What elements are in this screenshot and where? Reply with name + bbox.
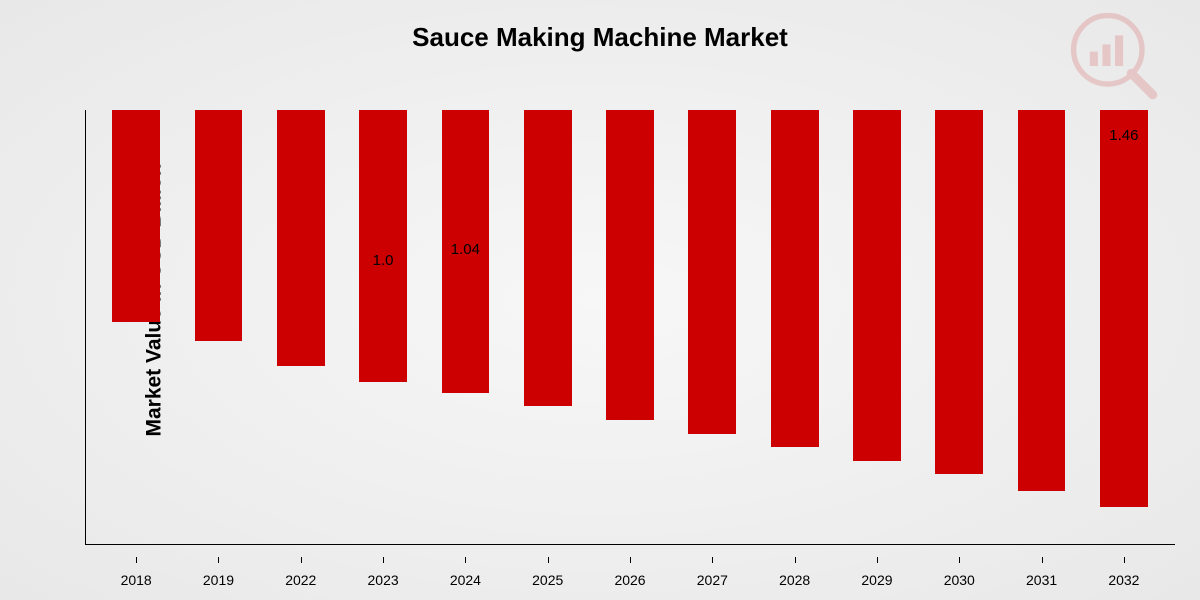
bar-slot [95,110,177,545]
bar [1018,110,1066,491]
bar [112,110,160,322]
plot-area: 1.01.04 1.46 [85,110,1175,545]
bar-slot [754,110,836,545]
x-axis-tick-label: 2025 [507,572,589,588]
bar-slot: 1.04 [424,110,506,545]
bar [688,110,736,434]
watermark-logo [1070,12,1160,102]
x-axis-tick-label: 2024 [424,572,506,588]
x-axis-tick-label: 2023 [342,572,424,588]
bar [195,110,243,341]
x-axis-tick-label: 2031 [1000,572,1082,588]
bars-container: 1.01.04 1.46 [85,110,1175,545]
bar-slot [589,110,671,545]
bar-slot: 1.46 [1083,110,1165,545]
bar-slot [671,110,753,545]
bar [277,110,325,366]
bar-slot [1000,110,1082,545]
bar-value-label: 1.0 [342,252,424,269]
bar [1100,110,1148,507]
x-axis-tick-label: 2029 [836,572,918,588]
x-axis-tick-label: 2019 [177,572,259,588]
bar-slot [177,110,259,545]
bar [359,110,407,382]
bar [524,110,572,406]
x-axis-tick-label: 2032 [1083,572,1165,588]
x-axis-tick-label: 2028 [754,572,836,588]
x-axis-tick-label: 2026 [589,572,671,588]
bar-slot [918,110,1000,545]
bar-slot [260,110,342,545]
x-axis-tick-label: 2018 [95,572,177,588]
bar-value-label: 1.04 [424,241,506,258]
bar-slot: 1.0 [342,110,424,545]
chart-title: Sauce Making Machine Market [0,22,1200,53]
bar-slot [836,110,918,545]
bar [853,110,901,461]
x-axis-labels: 2018201920222023202420252026202720282029… [85,572,1175,588]
x-axis-tick-label: 2022 [260,572,342,588]
bar [606,110,654,420]
bar-slot [507,110,589,545]
bar [935,110,983,474]
bar [771,110,819,447]
bar-value-label: 1.46 [1083,127,1165,144]
x-axis-tick-label: 2027 [671,572,753,588]
x-axis-tick-label: 2030 [918,572,1000,588]
